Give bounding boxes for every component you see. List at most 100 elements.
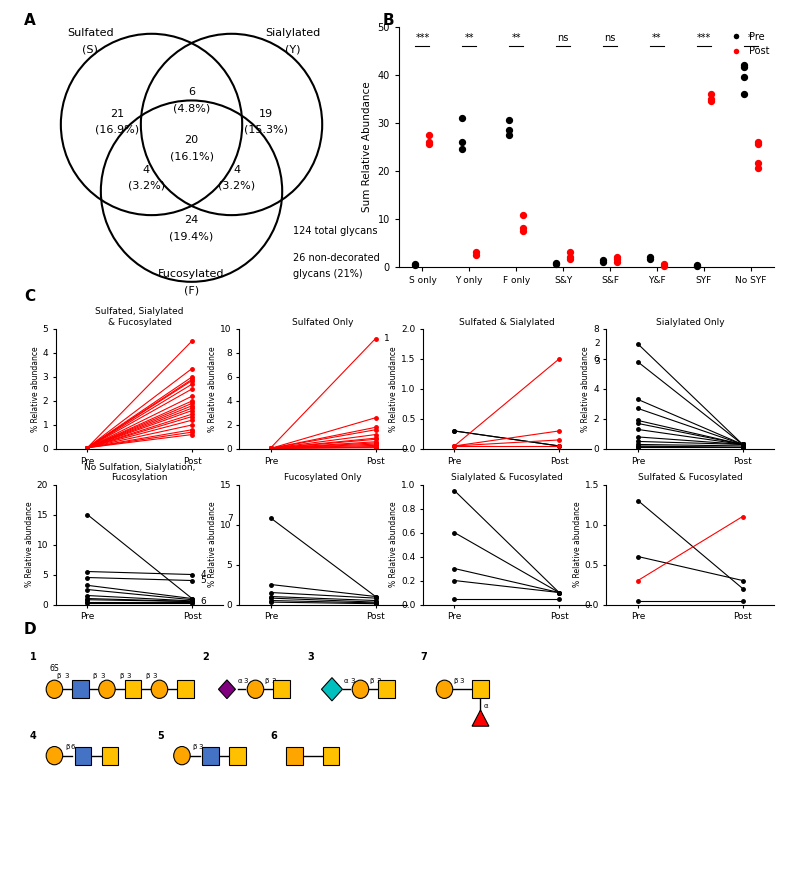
Point [737,70,750,84]
Text: α: α [238,677,242,684]
Text: (S): (S) [82,44,98,54]
Text: 6: 6 [270,731,277,741]
Title: Sulfated, Sialylated
& Fucosylated: Sulfated, Sialylated & Fucosylated [96,308,184,327]
FancyBboxPatch shape [202,747,219,765]
Point [705,94,717,108]
Y-axis label: % Relative abundance: % Relative abundance [208,346,218,432]
Text: 6S: 6S [49,664,59,673]
Title: Sialylated Only: Sialylated Only [656,317,725,327]
Text: ns: ns [557,34,569,44]
Point [737,58,750,72]
Text: Fucosylated: Fucosylated [158,269,225,279]
Text: 3: 3 [460,677,464,684]
Text: α: α [484,702,488,709]
Point [550,256,563,270]
Text: 2: 2 [203,653,209,662]
Text: β: β [56,674,61,679]
Text: 24: 24 [184,215,199,226]
Text: (16.9%): (16.9%) [95,124,139,135]
Text: 4: 4 [143,164,150,175]
Text: 3: 3 [350,677,354,684]
Text: β: β [453,677,458,684]
Title: No Sulfation, Sialylation,
Fucosylation: No Sulfation, Sialylation, Fucosylation [84,463,196,483]
Text: 2: 2 [594,340,599,348]
Text: (4.8%): (4.8%) [173,103,210,114]
Text: 3: 3 [376,677,381,684]
Title: Sialylated & Fucosylated: Sialylated & Fucosylated [451,473,563,483]
Text: (Y): (Y) [285,44,301,54]
Circle shape [352,680,369,699]
Y-axis label: % Relative abundance: % Relative abundance [208,501,218,588]
FancyBboxPatch shape [378,680,395,699]
Y-axis label: % Relative abundance: % Relative abundance [389,346,398,432]
Text: β: β [145,674,149,679]
Point [423,135,436,149]
Text: 3: 3 [307,653,314,662]
Text: *: * [749,34,753,44]
Text: 4: 4 [200,570,206,579]
Text: 3: 3 [271,677,275,684]
Circle shape [46,747,63,765]
FancyBboxPatch shape [323,747,339,765]
Legend: Pre, Post: Pre, Post [726,31,769,56]
Text: 5: 5 [200,576,206,585]
Point [550,257,563,271]
Point [563,250,576,264]
Point [610,250,623,264]
Point [563,245,576,260]
Text: 21: 21 [110,108,124,119]
FancyBboxPatch shape [274,680,290,699]
Text: ns: ns [604,34,616,44]
Text: A: A [24,13,36,28]
Text: **: ** [512,34,521,44]
Title: Sulfated & Fucosylated: Sulfated & Fucosylated [638,473,743,483]
Text: **: ** [652,34,662,44]
Point [690,258,703,272]
Circle shape [247,680,263,699]
Circle shape [437,680,452,699]
Point [470,245,483,260]
Point [610,255,623,269]
Title: Fucosylated Only: Fucosylated Only [284,473,362,483]
Text: 3: 3 [199,744,203,750]
Point [658,259,670,273]
Text: β: β [192,744,197,750]
Text: 7: 7 [420,653,427,662]
Text: Sulfated: Sulfated [67,28,113,38]
Text: B: B [383,13,395,28]
Text: 26 non-decorated: 26 non-decorated [293,252,380,263]
Text: β: β [264,677,269,684]
Text: 1: 1 [30,653,37,662]
Point [517,223,530,237]
Text: β: β [369,677,373,684]
Y-axis label: Sum Relative Abundance: Sum Relative Abundance [362,82,372,212]
FancyBboxPatch shape [125,680,141,699]
Y-axis label: % Relative abundance: % Relative abundance [30,346,40,432]
Point [643,252,656,267]
FancyBboxPatch shape [73,680,89,699]
Text: 6: 6 [200,597,206,606]
Text: Sialylated: Sialylated [265,28,321,38]
Point [751,156,764,171]
Point [737,60,750,75]
Y-axis label: % Relative abundance: % Relative abundance [581,346,591,432]
Point [597,253,610,268]
Text: (16.1%): (16.1%) [169,151,214,162]
Text: 3: 3 [243,677,248,684]
Text: D: D [24,622,37,637]
Point [423,137,436,151]
Text: (3.2%): (3.2%) [219,180,255,191]
Text: 4: 4 [30,731,37,741]
Text: 3: 3 [152,674,157,679]
Point [470,247,483,261]
Y-axis label: % Relative abundance: % Relative abundance [389,501,398,588]
Text: C: C [24,289,35,304]
FancyBboxPatch shape [286,747,302,765]
Polygon shape [472,710,489,726]
Text: 3: 3 [101,674,105,679]
Text: **: ** [464,34,474,44]
Point [643,250,656,264]
Circle shape [99,680,115,699]
Text: (3.2%): (3.2%) [128,180,164,191]
FancyBboxPatch shape [229,747,246,765]
